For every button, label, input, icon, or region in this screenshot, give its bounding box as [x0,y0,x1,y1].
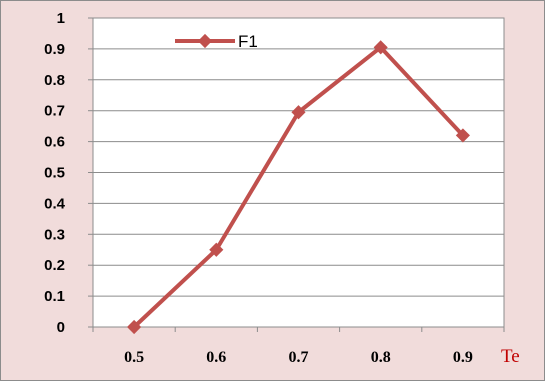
y-tick-label: 0.1 [44,288,65,305]
legend-label: F1 [238,32,258,51]
y-tick-label: 1 [57,10,65,27]
y-tick-label: 0.8 [44,72,65,89]
gridlines [93,17,504,297]
x-tick-label: 0.6 [206,349,226,366]
data-point [455,128,470,143]
y-tick-label: 0 [57,319,65,336]
x-tick-label: 0.5 [124,349,144,366]
y-tick-label: 0.7 [44,103,65,120]
x-tick-label: 0.8 [371,349,391,366]
data-point [373,40,388,55]
series-f1 [127,40,470,335]
y-tick-label: 0.2 [44,257,65,274]
y-tick-label: 0.9 [44,41,65,58]
x-tick-label: 0.7 [289,349,309,366]
y-tick-label: 0.3 [44,226,65,243]
data-point [127,319,142,335]
legend: F1 [175,32,258,51]
y-axis-ticks: 0 0.1 0.2 0.3 0.4 0.5 0.6 0.7 0.8 0.9 1 [44,10,93,336]
y-tick-label: 0.5 [44,165,65,182]
x-axis-ticks: 0.5 0.6 0.7 0.8 0.9 [92,327,505,366]
y-tick-label: 0.6 [44,134,65,151]
x-axis-label: Te [501,346,520,367]
y-tick-label: 0.4 [44,195,66,212]
data-point [291,105,306,120]
x-tick-label: 0.9 [453,349,473,366]
data-point [209,242,224,257]
